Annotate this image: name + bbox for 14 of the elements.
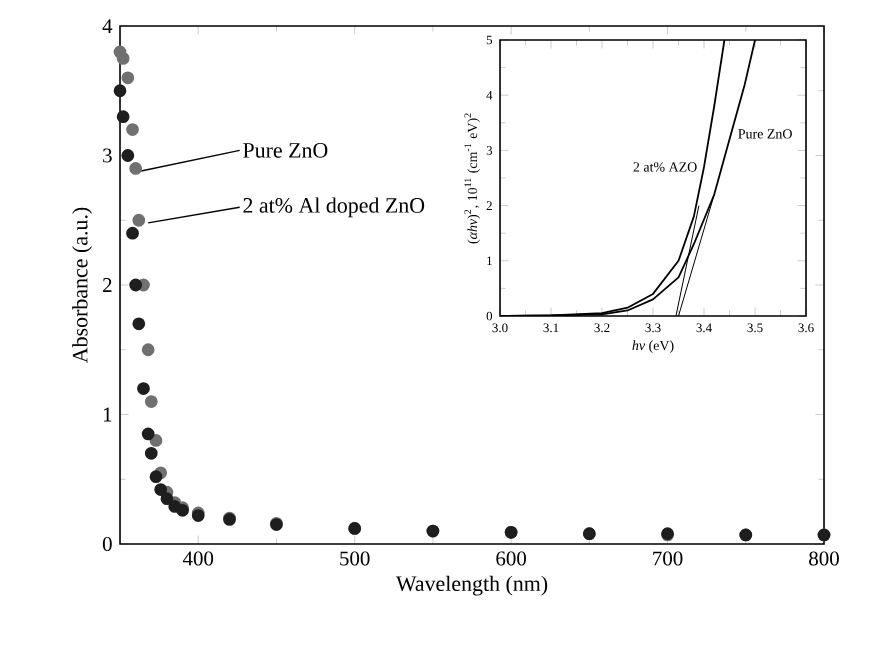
x-tick-label: 600 bbox=[496, 551, 527, 566]
y-tick-label: 1 bbox=[103, 407, 112, 422]
x-tick-label: 700 bbox=[653, 551, 683, 566]
y-tick-label: 0 bbox=[102, 536, 112, 552]
x-axis-title: Wavelength (nm) bbox=[395, 575, 548, 596]
y-tick-label: 4 bbox=[102, 19, 113, 33]
y-axis-title: Absorbance (a.u.) bbox=[72, 207, 93, 363]
text: 2 at% Al doped ZnO bbox=[243, 197, 425, 218]
text: Pure ZnO bbox=[243, 142, 328, 158]
y-tick-label: 3 bbox=[103, 148, 112, 163]
x-tick-label: 400 bbox=[182, 551, 214, 566]
y-tick-label: 2 bbox=[103, 278, 112, 292]
x-tick-label: 800 bbox=[809, 551, 839, 566]
x-tick-label: 500 bbox=[340, 551, 370, 566]
